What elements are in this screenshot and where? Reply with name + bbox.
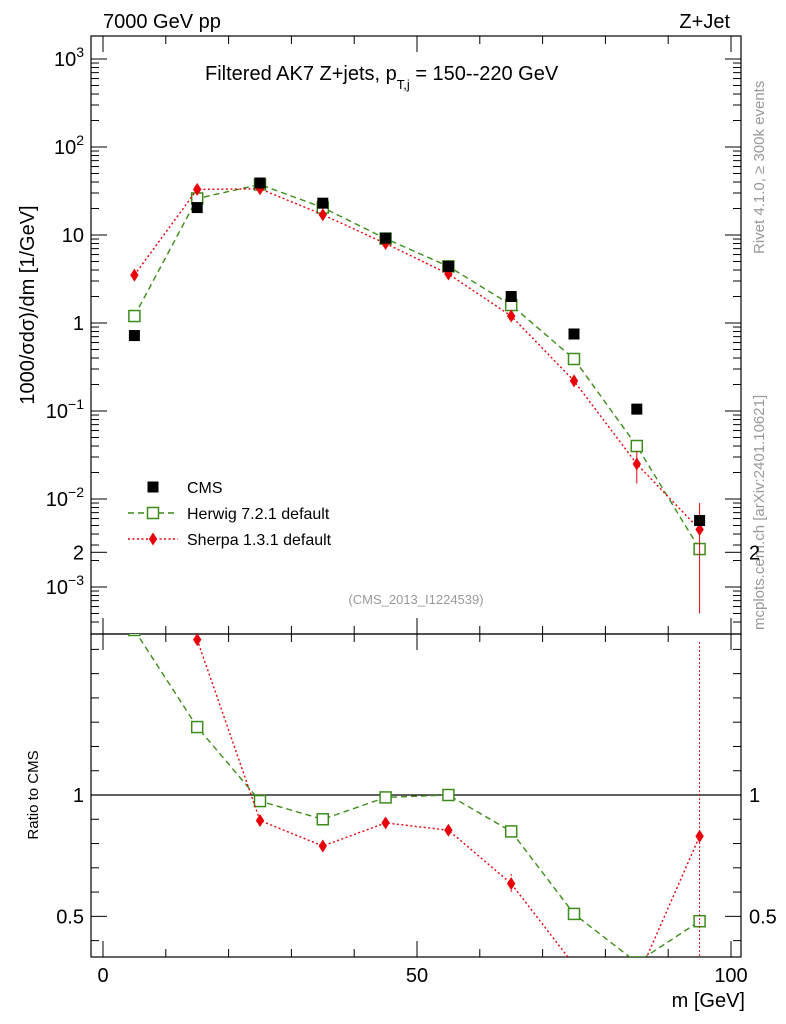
rivet-side-label: Rivet 4.1.0, ≥ 300k events bbox=[751, 81, 768, 254]
cms-legend-marker bbox=[147, 481, 159, 493]
herwig-ratio-point bbox=[693, 914, 706, 928]
chart-title-tail: = 150--220 GeV bbox=[410, 63, 559, 85]
cms-point bbox=[191, 202, 203, 214]
y-tick-label: 10−3 bbox=[46, 572, 84, 599]
x-axis-label: m [GeV] bbox=[672, 990, 745, 1012]
y-tick-label-base: 10 bbox=[46, 489, 68, 511]
herwig-ratio-point bbox=[316, 813, 330, 826]
ratio-tick-label: 0.5 bbox=[56, 906, 84, 928]
herwig-ratio-point bbox=[379, 791, 392, 804]
header-right-label: Z+Jet bbox=[679, 11, 730, 33]
y-axis-label-part2: dσ)/dm [1/GeV] bbox=[17, 205, 39, 342]
y-tick-label-exp: −2 bbox=[68, 484, 84, 500]
y-tick-label-exp: −3 bbox=[68, 572, 84, 588]
ratio-tick-label: 2 bbox=[73, 542, 84, 564]
sherpa-point bbox=[569, 374, 579, 388]
cms-point bbox=[380, 232, 392, 244]
sherpa-point bbox=[695, 523, 704, 537]
x-tick-label: 50 bbox=[406, 965, 428, 987]
sherpa-line bbox=[133, 188, 701, 530]
chart-title-sub: T,j bbox=[397, 77, 410, 92]
legend: CMS Herwig 7.2.1 default Sherpa 1.3.1 defa… bbox=[128, 480, 332, 549]
cms-point bbox=[631, 403, 643, 415]
ratio-y-axis-label: Ratio to CMS bbox=[25, 750, 42, 839]
cms-point bbox=[254, 177, 266, 189]
cms-point bbox=[568, 328, 580, 340]
ratio-tick-label-right: 0.5 bbox=[749, 906, 777, 928]
series-layer bbox=[128, 177, 706, 986]
ratio-tick-label-right: 1 bbox=[749, 785, 760, 807]
sherpa-ratio-point bbox=[193, 634, 202, 647]
x-tick-label: 0 bbox=[97, 965, 108, 987]
y-tick-label-base: 10 bbox=[46, 401, 68, 423]
y-tick-label: 10−1 bbox=[46, 396, 84, 423]
sherpa-ratio-point bbox=[633, 973, 641, 986]
analysis-tag: (CMS_2013_I1224539) bbox=[348, 592, 483, 607]
herwig-line bbox=[133, 183, 701, 550]
sherpa-ratio-point bbox=[255, 813, 265, 827]
herwig-point bbox=[630, 439, 644, 453]
herwig-ratio-point bbox=[630, 956, 644, 957]
y-tick-label: 102 bbox=[54, 132, 84, 159]
mcplots-side-label: mcplots.cern.ch [arXiv:2401.10621] bbox=[751, 395, 768, 630]
herwig-ratio-line bbox=[136, 634, 700, 957]
y-tick-label: 10 bbox=[62, 225, 84, 247]
sherpa-ratio-point bbox=[570, 958, 578, 971]
chart-title-main: Filtered AK7 Z+jets, p bbox=[205, 63, 397, 85]
cms-point bbox=[442, 260, 454, 272]
ratio-tick-label-right: 2 bbox=[749, 542, 760, 564]
sherpa-point bbox=[130, 268, 139, 282]
cms-point bbox=[128, 330, 140, 342]
main-series-group bbox=[128, 177, 706, 614]
ratio-tick-label: 1 bbox=[73, 785, 84, 807]
x-tick-label: 100 bbox=[714, 965, 747, 987]
cms-point bbox=[317, 197, 329, 209]
sherpa-ratio-point bbox=[507, 877, 516, 891]
herwig-point bbox=[128, 309, 141, 323]
herwig-ratio-point bbox=[504, 825, 518, 838]
cms-legend-label: CMS bbox=[187, 480, 223, 497]
sherpa-ratio-point bbox=[381, 816, 390, 830]
y-tick-label: 103 bbox=[54, 44, 84, 71]
y-axis-label: 1000/σdσ)/dm [1/GeV] bbox=[17, 205, 39, 404]
sherpa-ratio-point bbox=[318, 839, 327, 853]
cms-point bbox=[505, 291, 517, 303]
herwig-point bbox=[567, 352, 581, 366]
herwig-ratio-point bbox=[190, 720, 204, 734]
y-tick-label-exp: 2 bbox=[76, 132, 84, 148]
ratio-series-group bbox=[128, 634, 706, 986]
y-tick-label-exp: 3 bbox=[76, 44, 84, 60]
herwig-ratio-point bbox=[128, 634, 141, 637]
y-tick-label-exp: −1 bbox=[68, 396, 84, 412]
herwig-ratio-point bbox=[567, 907, 581, 921]
chart-title: Filtered AK7 Z+jets, pT,j = 150--220 GeV bbox=[205, 63, 559, 92]
sherpa-legend-label: Sherpa 1.3.1 default bbox=[187, 532, 332, 549]
y-axis-label-part1: 1000/σ bbox=[17, 342, 39, 405]
herwig-legend-marker bbox=[146, 506, 160, 520]
y-tick-label-base: 10 bbox=[54, 49, 76, 71]
cms-point bbox=[694, 514, 706, 526]
header-left-label: 7000 GeV pp bbox=[103, 11, 221, 33]
sherpa-point bbox=[507, 309, 516, 323]
y-tick-label-base: 10 bbox=[46, 577, 68, 599]
y-tick-label-base: 10 bbox=[54, 137, 76, 159]
y-tick-label: 1 bbox=[73, 313, 84, 335]
sherpa-ratio-point bbox=[695, 829, 704, 843]
herwig-ratio-point bbox=[442, 788, 455, 802]
sherpa-point bbox=[318, 208, 327, 222]
sherpa-point bbox=[632, 457, 641, 471]
sherpa-legend-marker bbox=[148, 532, 158, 546]
herwig-legend-label: Herwig 7.2.1 default bbox=[187, 506, 330, 523]
sherpa-ratio-point bbox=[444, 823, 453, 837]
herwig-ratio-point bbox=[253, 794, 267, 808]
sherpa-point bbox=[193, 182, 202, 196]
y-tick-label: 10−2 bbox=[46, 484, 84, 511]
sherpa-ratio-line bbox=[196, 634, 701, 957]
